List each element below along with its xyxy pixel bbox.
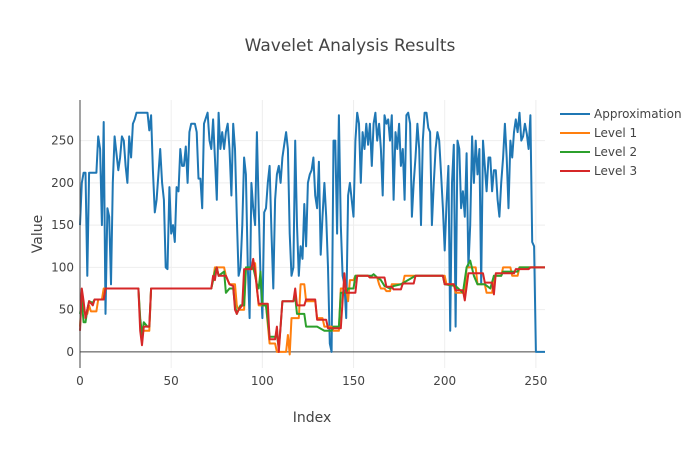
series-line-level-3 xyxy=(79,257,545,353)
legend: Approximation Level 1 Level 2 Level 3 xyxy=(560,107,682,178)
legend-item[interactable]: Level 3 xyxy=(560,164,637,178)
legend-item[interactable]: Level 1 xyxy=(560,126,637,140)
y-tick-label: 50 xyxy=(59,303,74,317)
legend-label: Level 3 xyxy=(594,164,637,178)
chart-title: Wavelet Analysis Results xyxy=(245,36,456,56)
series-line-approximation xyxy=(79,111,545,353)
y-tick-label: 0 xyxy=(66,345,74,359)
y-tick-label: 200 xyxy=(51,176,74,190)
legend-label: Level 2 xyxy=(594,145,637,159)
legend-item[interactable]: Level 2 xyxy=(560,145,637,159)
x-tick-label: 50 xyxy=(164,374,179,388)
x-axis-label: Index xyxy=(293,410,332,426)
y-tick-label: 250 xyxy=(51,134,74,148)
y-axis-label: Value xyxy=(30,215,46,253)
x-tick-label: 200 xyxy=(433,374,456,388)
x-tick-label: 150 xyxy=(342,374,365,388)
legend-label: Approximation xyxy=(594,107,682,121)
legend-item[interactable]: Approximation xyxy=(560,107,682,121)
series-lines xyxy=(79,111,545,356)
x-tick-label: 250 xyxy=(524,374,547,388)
y-tick-label: 100 xyxy=(51,260,74,274)
x-tick-label: 100 xyxy=(251,374,274,388)
axes: 0 50 100 150 200 250 0 50 100 150 200 250 xyxy=(51,100,547,388)
y-tick-label: 150 xyxy=(51,218,74,232)
legend-label: Level 1 xyxy=(594,126,637,140)
x-tick-label: 0 xyxy=(76,374,84,388)
